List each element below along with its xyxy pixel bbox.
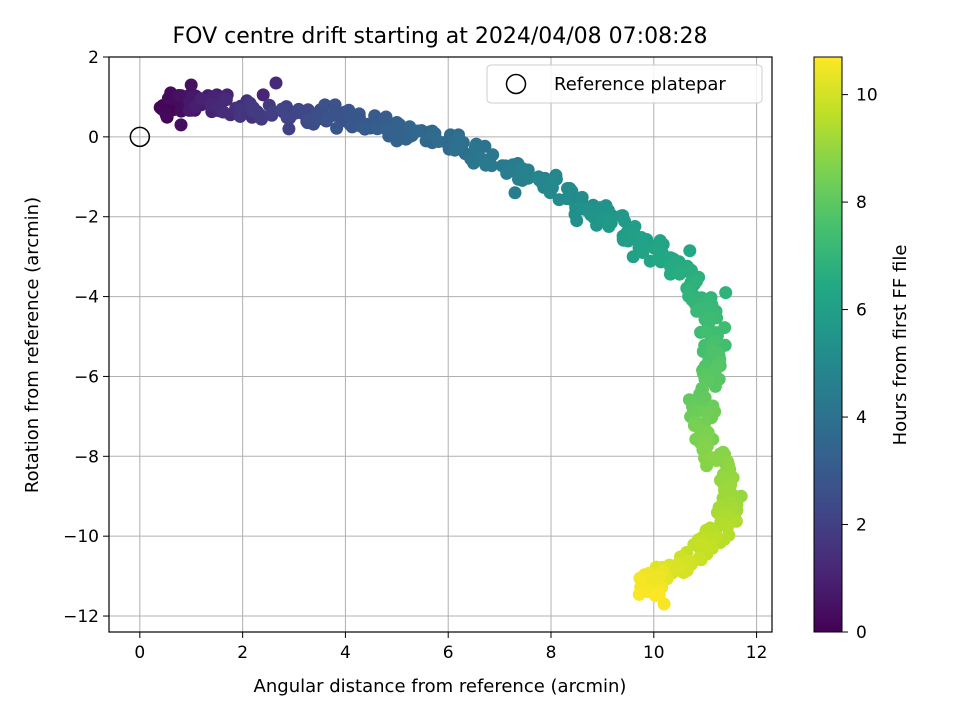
grid-lines: [109, 56, 772, 632]
scatter-point-111: [368, 109, 382, 123]
scatter-point-14: [174, 118, 188, 132]
x-tick-label-3: 6: [443, 643, 454, 663]
legend-marker: [505, 73, 527, 95]
scatter-point-96: [328, 98, 342, 112]
scatter-point-124: [382, 129, 396, 143]
scatter-point-75: [275, 102, 289, 116]
scatter-point-293: [690, 274, 703, 288]
scatter-point-11: [161, 91, 175, 105]
scatter-point-79: [292, 102, 306, 116]
scatter-point-503: [632, 587, 646, 601]
scatter-point-47: [216, 105, 230, 119]
colorbar: 0 2 4 6 8 10 Hours from first FF file: [813, 56, 911, 643]
scatter-point-495: [652, 569, 666, 583]
scatter-point-189: [516, 162, 530, 176]
colorbar-tick-label-3: 6: [856, 301, 867, 321]
scatter-point-501: [657, 597, 671, 611]
colorbar-tick-label-0: 0: [856, 623, 867, 643]
scatter-point-34: [194, 92, 208, 106]
y-tick-label-5: −8: [74, 447, 99, 467]
scatter-point-171: [485, 159, 499, 173]
scatter-point-256: [626, 250, 640, 264]
legend: Reference platepar: [486, 64, 763, 104]
legend-entry-reference-platepar: Reference platepar: [554, 74, 726, 95]
scatter-point-311: [690, 304, 704, 318]
scatter-point-56: [234, 102, 248, 116]
scatter-point-127: [393, 120, 407, 134]
scatter-point-136: [411, 124, 425, 138]
scatter-point-319: [703, 314, 717, 328]
scatter-point-7: [159, 107, 173, 121]
scatter-point-209: [560, 192, 574, 206]
colorbar-label: Hours from first FF file: [890, 245, 911, 446]
y-axis-label: Rotation from reference (arcmin): [22, 197, 43, 493]
colorbar-tick-label-4: 8: [856, 193, 867, 213]
colorbar-tick-label-1: 2: [856, 516, 867, 536]
scatter-point-397: [705, 451, 718, 465]
scatter-point-188: [521, 171, 535, 185]
x-tick-label-5: 10: [643, 643, 665, 663]
y-tick-label-1: 0: [88, 128, 99, 148]
scatter-point-112: [357, 121, 371, 135]
scatter-point-18: [184, 78, 198, 92]
scatter-point-297: [719, 286, 733, 300]
scatter-points: [153, 76, 748, 611]
scatter-point-160: [478, 139, 492, 153]
y-tick-label-0: 2: [88, 48, 99, 68]
y-tick-label-6: −10: [63, 527, 99, 547]
y-tick-label-3: −4: [74, 288, 99, 308]
scatter-point-156: [453, 137, 466, 151]
colorbar-gradient: [813, 56, 843, 633]
scatter-point-457: [698, 538, 712, 552]
scatter-point-99: [327, 108, 341, 122]
y-axis-ticks: 2 0 −2 −4 −6 −8 −10 −12: [63, 48, 109, 627]
scatter-point-337: [705, 344, 719, 358]
x-axis-label: Angular distance from reference (arcmin): [254, 676, 627, 697]
scatter-point-179: [508, 186, 522, 200]
x-tick-label-2: 4: [340, 643, 351, 663]
scatter-point-105: [352, 107, 366, 121]
scatter-point-325: [699, 325, 713, 339]
scatter-point-69: [282, 122, 296, 136]
scatter-point-46: [269, 76, 283, 90]
scatter-point-208: [561, 182, 574, 195]
colorbar-tick-label-5: 10: [856, 86, 878, 106]
scatter-point-237: [601, 214, 615, 228]
scatter-point-39: [256, 88, 270, 102]
scatter-point-390: [697, 440, 711, 454]
x-tick-label-4: 8: [546, 643, 557, 663]
reference-platepar-marker: [129, 126, 151, 148]
scatter-point-273: [683, 244, 697, 258]
scatter-point-199: [532, 173, 546, 187]
y-tick-label-2: −2: [74, 208, 99, 228]
scatter-point-322: [718, 321, 732, 335]
chart-title: FOV centre drift starting at 2024/04/08 …: [173, 24, 708, 49]
scatter-point-64: [255, 112, 268, 126]
scatter-point-260: [636, 246, 650, 259]
y-tick-label-7: −12: [63, 607, 99, 627]
y-tick-label-4: −6: [74, 367, 99, 387]
scatter-point-203: [544, 179, 558, 193]
scatter-point-145: [432, 135, 446, 148]
colorbar-ticks: 0 2 4 6 8 10: [842, 86, 878, 643]
scatter-point-91: [318, 98, 332, 112]
x-tick-label-6: 12: [746, 643, 768, 663]
plot-frame: [108, 56, 773, 633]
x-tick-label-0: 0: [134, 643, 145, 663]
scatter-point-439: [719, 519, 733, 533]
scatter-point-44: [219, 92, 233, 106]
legend-box: [486, 64, 763, 104]
colorbar-tick-label-2: 4: [856, 408, 867, 428]
x-axis-ticks: 0 2 4 6 8 10 12: [134, 632, 767, 663]
scatter-point-505: [649, 589, 662, 603]
scatter-point-115: [379, 110, 393, 124]
scatter-point-101: [330, 121, 344, 135]
x-tick-label-1: 2: [237, 643, 248, 663]
scatter-point-415: [718, 483, 731, 497]
